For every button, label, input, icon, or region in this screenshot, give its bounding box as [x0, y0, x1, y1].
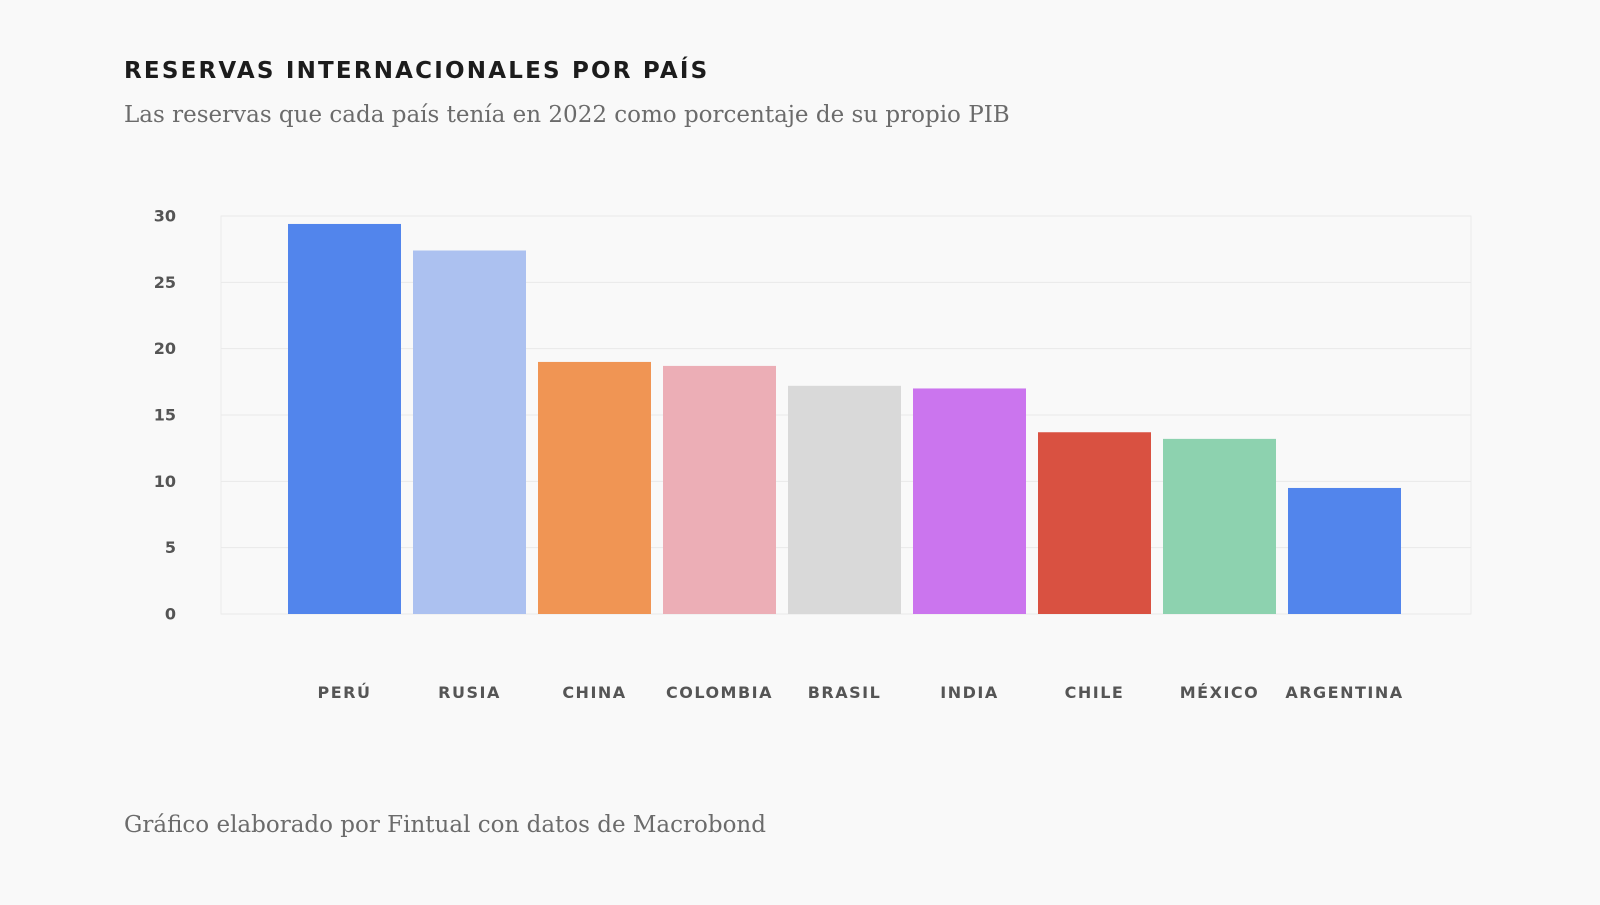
source-note: Gráfico elaborado por Fintual con datos …: [124, 812, 766, 838]
bar-india: [913, 388, 1026, 614]
x-tick-label: COLOMBIA: [666, 683, 773, 702]
bar-china: [538, 361, 651, 614]
x-tick-label: PERÚ: [318, 683, 372, 702]
bar-brasil: [788, 385, 901, 614]
x-axis: PERÚ RUSIA CHINA COLOMBIA BRASIL INDIA CHILE MÉ…: [318, 683, 1403, 702]
y-tick-label: 0: [165, 605, 176, 624]
y-axis: 0 5 10 15 20 25 30: [154, 207, 176, 624]
x-tick-label: CHINA: [562, 683, 626, 702]
x-tick-label: CHILE: [1065, 683, 1125, 702]
y-tick-label: 30: [154, 207, 176, 226]
x-tick-label: RUSIA: [438, 683, 501, 702]
x-tick-label: BRASIL: [808, 683, 882, 702]
x-tick-label: ARGENTINA: [1285, 683, 1403, 702]
bar-argentina: [1288, 487, 1401, 614]
chart-title: RESERVAS INTERNACIONALES POR PAÍS: [124, 58, 710, 84]
bar-méxico: [1163, 438, 1276, 614]
chart-subtitle: Las reservas que cada país tenía en 2022…: [124, 102, 1010, 128]
x-tick-label: MÉXICO: [1180, 683, 1259, 702]
y-tick-label: 15: [154, 406, 176, 425]
bar-colombia: [663, 365, 776, 614]
bars: [288, 223, 1401, 614]
y-tick-label: 5: [165, 538, 176, 557]
x-tick-label: INDIA: [940, 683, 998, 702]
bar-rusia: [413, 250, 526, 614]
bar-perú: [288, 223, 401, 614]
bar-chile: [1038, 432, 1151, 614]
y-tick-label: 25: [154, 273, 176, 292]
y-tick-label: 20: [154, 339, 176, 358]
y-tick-label: 10: [154, 472, 176, 491]
